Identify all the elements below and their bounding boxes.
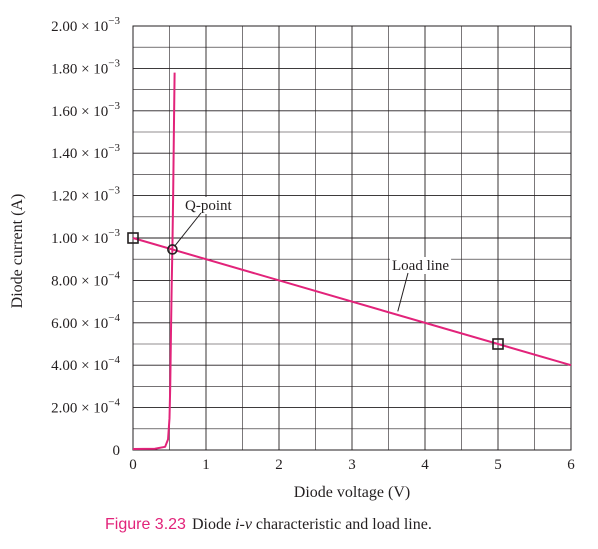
y-tick-label: 1.80 × 10−3 [51,57,120,77]
load-line-annotation: Load line [392,258,449,274]
caption-text-italic: i-v [235,516,252,533]
y-axis-label: Diode current (A) [9,194,26,309]
diode-characteristic-curve [132,72,176,450]
q-point-marker [167,244,178,255]
y-tick-label: 2.00 × 10−4 [51,397,120,417]
series-layer [132,72,572,450]
major-grid [133,26,571,450]
y-tick-label: 0 [113,443,121,459]
caption-text-start: Diode [191,516,236,533]
load-line-label-box [390,257,452,274]
x-tick-label: 4 [421,457,429,473]
y-tick-label: 1.20 × 10−3 [51,185,120,205]
x-tick-label: 2 [275,457,283,473]
caption-text-end: characteristic and load line. [251,516,432,533]
annotation-layer: Q-point Load line [174,197,452,312]
figure-number: Figure 3.23 [105,516,186,533]
y-tick-label: 4.00 × 10−4 [51,354,120,374]
y-tick-label: 1.40 × 10−3 [51,142,120,162]
y-tick-labels: 0 2.00 × 10−4 4.00 × 10−4 6.00 × 10−4 8.00 ×… [51,15,120,459]
marker-layer [127,232,504,350]
load-line [132,237,572,367]
x-tick-label: 6 [567,457,575,473]
y-tick-label: 2.00 × 10−3 [51,15,120,35]
figure-caption: Figure 3.23 Diode i-v characteristic and … [105,516,432,534]
y-tick-label: 1.00 × 10−3 [51,227,120,247]
q-point-label-box [183,197,234,214]
q-point-annotation: Q-point [185,198,232,214]
x-tick-label: 3 [348,457,356,473]
y-tick-label: 6.00 × 10−4 [51,312,120,332]
square-marker [127,232,139,244]
x-axis-label: Diode voltage (V) [294,484,410,501]
load-line-leader-line [397,272,409,312]
q-point-leader-line [174,212,202,247]
y-tick-label: 1.60 × 10−3 [51,100,120,120]
x-tick-label: 0 [129,457,137,473]
square-marker [492,338,504,350]
x-tick-label: 5 [494,457,502,473]
y-tick-label: 8.00 × 10−4 [51,269,120,289]
x-tick-labels: 0 1 2 3 4 5 6 [129,457,575,473]
x-tick-label: 1 [202,457,210,473]
